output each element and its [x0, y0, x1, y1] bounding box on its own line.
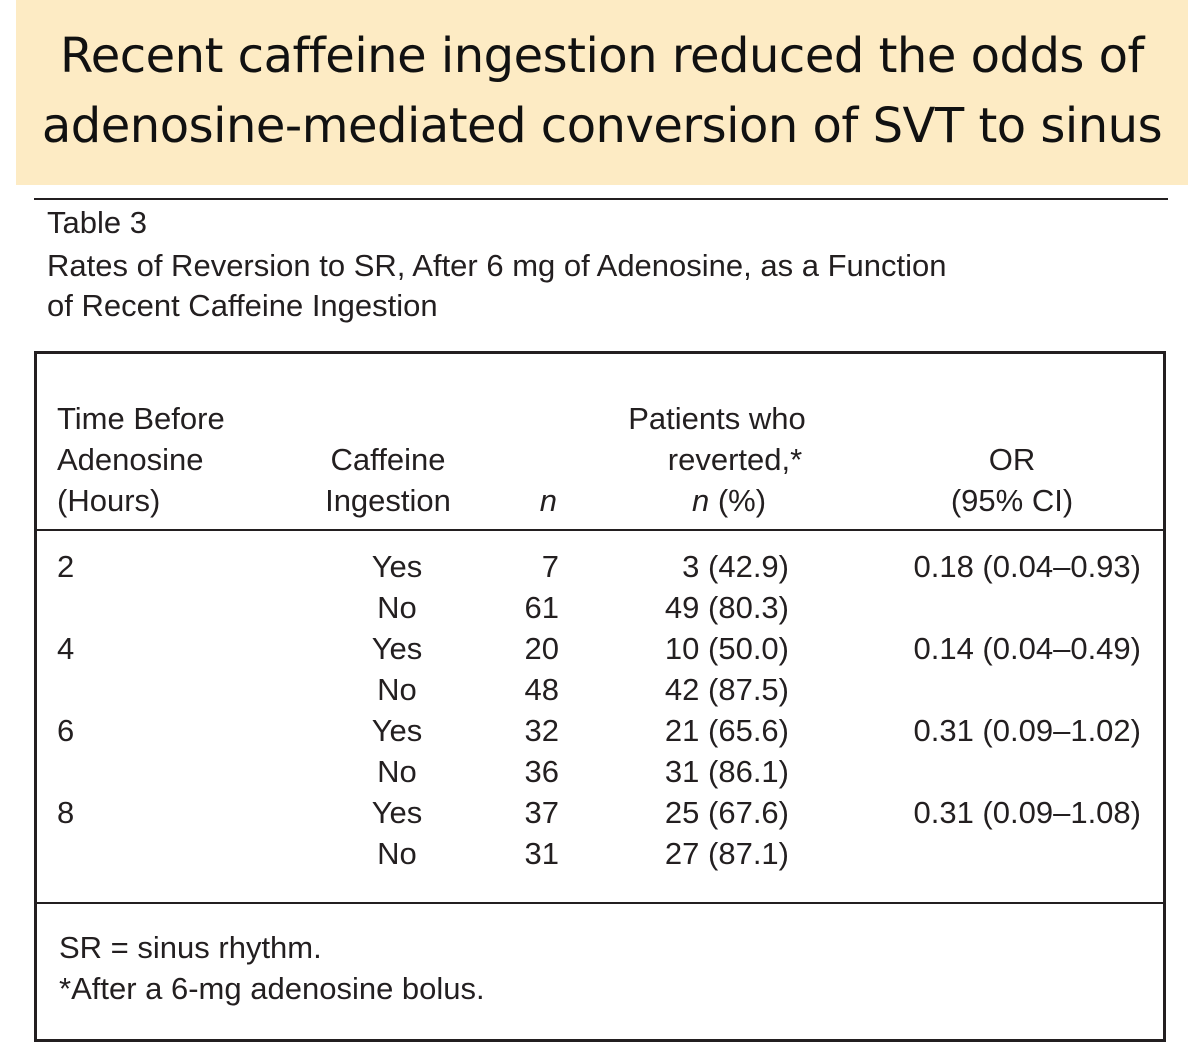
cell-n: 32: [524, 713, 559, 748]
header-reverted-line-2: reverted,*: [667, 442, 803, 477]
cell-reverted: 3 (42.9): [682, 549, 789, 584]
cell-time: 8: [57, 795, 75, 830]
header-or: OR (95% CI): [877, 439, 1147, 521]
cell-n: 20: [524, 631, 559, 666]
table-label: Table 3: [47, 205, 147, 240]
cell-reverted: 21 (65.6): [664, 713, 789, 748]
header-n-text: n: [539, 483, 557, 518]
data-table: Time Before Adenosine (Hours) Caffeine I…: [34, 351, 1166, 1042]
cell-reverted: 25 (67.6): [664, 795, 789, 830]
headline-line-1: Recent caffeine ingestion reduced the od…: [60, 28, 1144, 84]
cell-or: 0.18 (0.04–0.93): [913, 549, 1141, 584]
cell-reverted: 27 (87.1): [664, 836, 789, 871]
header-reverted-line-3: n (%): [567, 480, 867, 521]
header-time-line-1: Time Before: [57, 401, 225, 436]
cell-reverted: 49 (80.3): [664, 590, 789, 625]
cell-caffeine: No: [377, 754, 417, 789]
footnote-sr: SR = sinus rhythm.: [59, 930, 322, 965]
cell-n: 37: [524, 795, 559, 830]
cell-time: 6: [57, 713, 75, 748]
cell-or: 0.31 (0.09–1.08): [913, 795, 1141, 830]
footnote-rule: [37, 902, 1163, 904]
cell-time: 4: [57, 631, 75, 666]
cell-caffeine: No: [377, 836, 417, 871]
header-rule: [37, 529, 1163, 531]
cell-or: 0.31 (0.09–1.02): [913, 713, 1141, 748]
headline-line-2: adenosine-mediated conversion of SVT to …: [41, 98, 1163, 154]
table-top-rule: [34, 198, 1168, 200]
cell-reverted: 10 (50.0): [664, 631, 789, 666]
header-n: n: [477, 480, 557, 521]
header-caffeine: Caffeine Ingestion: [293, 439, 483, 521]
cell-n: 61: [524, 590, 559, 625]
headline-banner: Recent caffeine ingestion reduced the od…: [16, 0, 1188, 185]
cell-caffeine: Yes: [371, 631, 423, 666]
table-caption-line-2: of Recent Caffeine Ingestion: [47, 288, 438, 323]
cell-n: 31: [524, 836, 559, 871]
cell-n: 36: [524, 754, 559, 789]
header-time-line-3: (Hours): [57, 483, 161, 518]
header-time: Time Before Adenosine (Hours): [57, 398, 225, 521]
header-reverted-n: n: [691, 483, 710, 518]
cell-reverted: 31 (86.1): [664, 754, 789, 789]
header-reverted: Patients who reverted,* n (%): [567, 398, 867, 521]
cell-or: 0.14 (0.04–0.49): [913, 631, 1141, 666]
header-or-line-2: (95% CI): [950, 483, 1074, 518]
cell-reverted: 42 (87.5): [664, 672, 789, 707]
table-caption-line-1: Rates of Reversion to SR, After 6 mg of …: [47, 248, 947, 283]
cell-n: 7: [541, 549, 559, 584]
header-caffeine-line-2: Ingestion: [325, 483, 451, 518]
header-reverted-pct: (%): [709, 483, 767, 518]
header-caffeine-line-1: Caffeine: [330, 442, 446, 477]
cell-caffeine: No: [377, 672, 417, 707]
cell-caffeine: Yes: [371, 713, 423, 748]
cell-caffeine: Yes: [371, 549, 423, 584]
header-or-line-1: OR: [988, 442, 1036, 477]
cell-caffeine: No: [377, 590, 417, 625]
cell-caffeine: Yes: [371, 795, 423, 830]
header-reverted-line-1: Patients who: [628, 401, 806, 436]
cell-time: 2: [57, 549, 75, 584]
header-time-line-2: Adenosine: [57, 442, 204, 477]
cell-n: 48: [524, 672, 559, 707]
footnote-bolus: *After a 6-mg adenosine bolus.: [59, 971, 485, 1006]
